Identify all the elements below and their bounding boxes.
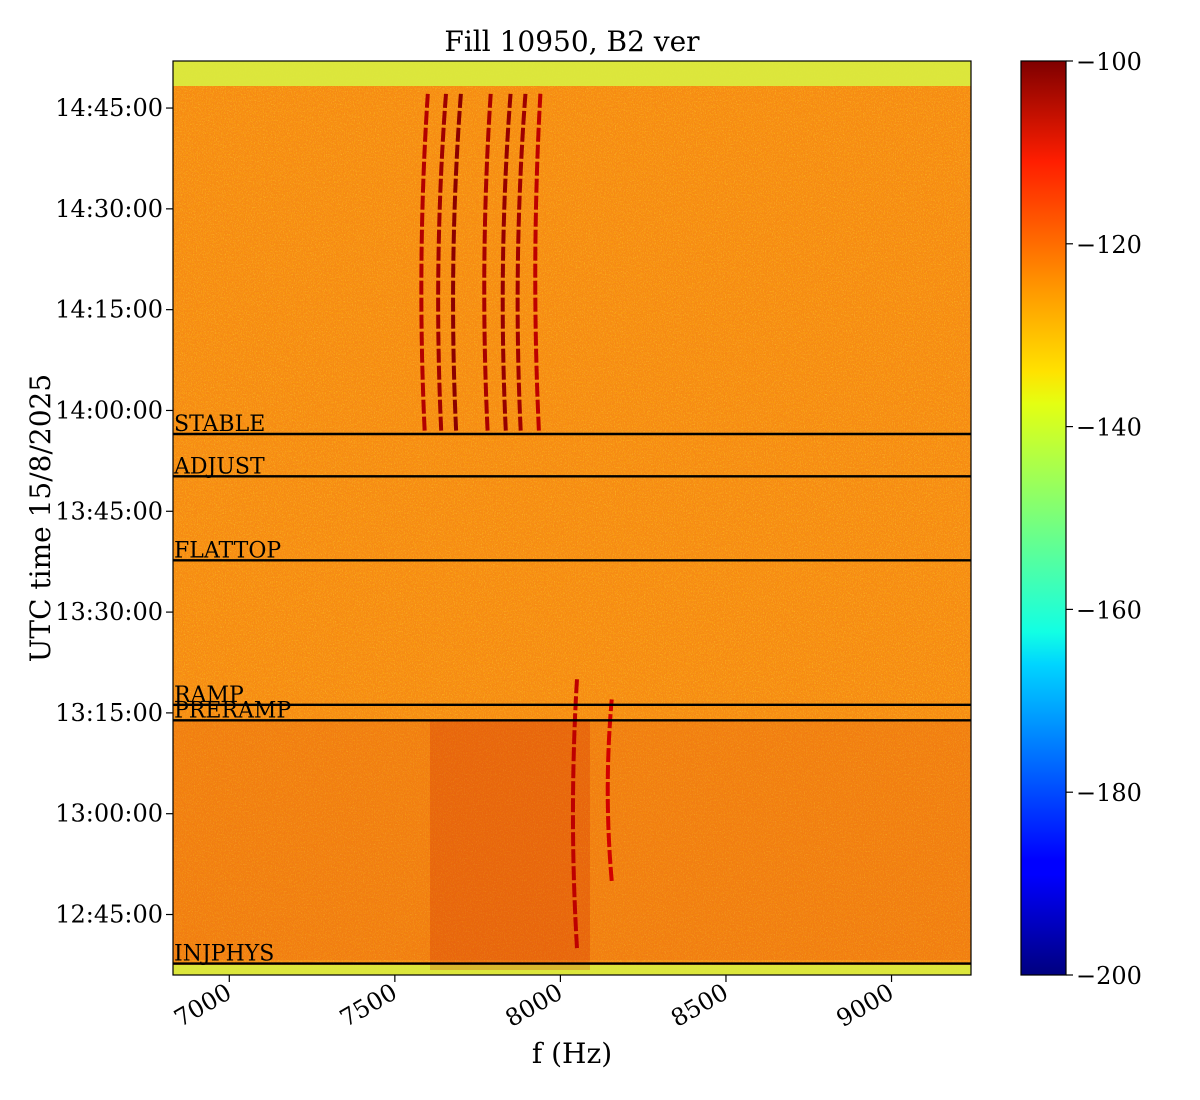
spectral-lines	[419, 91, 614, 949]
phase-label: STABLE	[174, 412, 265, 437]
x-tick-label: 8000	[501, 978, 568, 1033]
plot-frame	[172, 60, 972, 976]
phase-label: ADJUST	[173, 454, 265, 479]
y-axis-ticks: 12:45:00 13:00:00 13:15:00 13:30:00 13:45:00…	[55, 94, 173, 929]
spectral-line	[533, 91, 543, 431]
spectral-line	[419, 91, 430, 431]
colorbar-tick-label: −140	[1076, 414, 1142, 442]
spectrogram-injection-cluster	[430, 720, 590, 970]
chart-title: Fill 10950, B2 ver	[444, 25, 700, 58]
colorbar-tick-label: −160	[1076, 596, 1142, 624]
y-tick-label: 13:15:00	[55, 699, 163, 727]
colorbar	[1021, 61, 1066, 975]
spectral-line	[482, 91, 493, 431]
colorbar-tick-label: −120	[1076, 231, 1142, 259]
y-tick-label: 14:00:00	[55, 396, 163, 424]
y-tick-label: 12:45:00	[55, 901, 163, 929]
spectral-line	[436, 91, 449, 431]
y-tick-label: 14:15:00	[55, 296, 163, 324]
x-tick-label: 7000	[169, 978, 236, 1033]
y-tick-label: 13:30:00	[55, 598, 163, 626]
phase-label: PRERAMP	[174, 698, 291, 723]
y-tick-label: 13:00:00	[55, 800, 163, 828]
phase-label: FLATTOP	[174, 538, 281, 563]
spectral-line	[515, 91, 528, 431]
x-tick-label: 8500	[666, 978, 733, 1033]
colorbar-tick-label: −200	[1076, 962, 1142, 990]
y-tick-label: 13:45:00	[55, 497, 163, 525]
colorbar-tick-label: −180	[1076, 779, 1142, 807]
y-tick-label: 14:30:00	[55, 195, 163, 223]
colorbar-ticks: −100 −120 −140 −160 −180 −200	[1066, 48, 1142, 990]
phase-label: INJPHYS	[174, 942, 274, 967]
y-tick-label: 14:45:00	[55, 94, 163, 122]
spectral-line	[500, 91, 513, 431]
spectrogram-top-edge-band	[173, 61, 971, 86]
x-axis-ticks: 7000 7500 8000 8500 9000	[169, 975, 899, 1033]
x-tick-label: 7500	[335, 978, 402, 1033]
phase-label: RAMP	[174, 683, 244, 708]
spectrogram-bottom-edge-band	[173, 965, 971, 975]
x-axis-label: f (Hz)	[532, 1037, 612, 1070]
x-tick-label: 9000	[832, 978, 899, 1033]
spectral-line	[570, 679, 579, 949]
colorbar-frame	[1020, 60, 1067, 976]
spectral-line	[451, 91, 464, 431]
colorbar-tick-label: −100	[1076, 48, 1142, 76]
y-axis-label: UTC time 15/8/2025	[24, 374, 57, 662]
